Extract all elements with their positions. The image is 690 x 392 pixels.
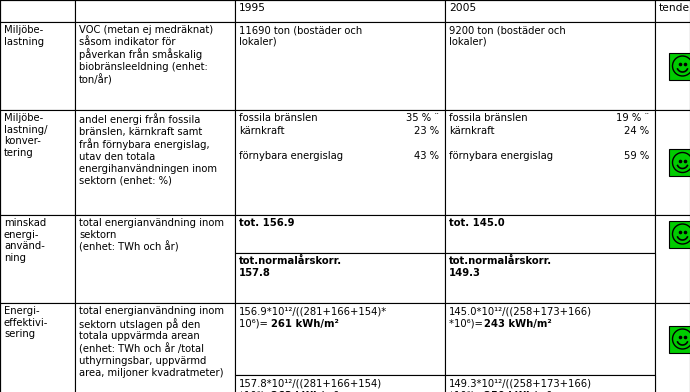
Bar: [445, 22, 655, 110]
Bar: [655, 0, 690, 22]
Bar: [0, 22, 75, 110]
Circle shape: [673, 224, 690, 244]
Text: 149.3: 149.3: [449, 268, 481, 278]
Text: 145.0*10¹²/((258+173+166): 145.0*10¹²/((258+173+166): [449, 306, 592, 316]
Text: 1995: 1995: [239, 3, 266, 13]
Text: 23 %: 23 %: [414, 125, 439, 136]
Text: 2005: 2005: [449, 3, 476, 13]
Text: 250 kWh/m²: 250 kWh/m²: [484, 391, 551, 392]
Bar: [0, 215, 75, 303]
Text: tot. 145.0: tot. 145.0: [449, 218, 504, 228]
Text: kärnkraft: kärnkraft: [239, 125, 284, 136]
Text: tot.normalårskorr.: tot.normalårskorr.: [239, 256, 342, 266]
Text: 149.3*10¹²/((258+173+166): 149.3*10¹²/((258+173+166): [449, 378, 592, 388]
Bar: [445, 303, 655, 375]
Text: total energianvändning inom
sektorn
(enhet: TWh och år): total energianvändning inom sektorn (enh…: [79, 218, 224, 253]
Bar: [0, 303, 75, 392]
Text: tot.normalårskorr.: tot.normalårskorr.: [449, 256, 552, 266]
Text: 24 %: 24 %: [624, 125, 649, 136]
Text: total energianvändning inom
sektorn utslagen på den
totala uppvärmda arean
(enhe: total energianvändning inom sektorn utsl…: [79, 306, 224, 378]
Text: Miljöbe-
lastning/
konver-
tering: Miljöbe- lastning/ konver- tering: [4, 113, 48, 158]
Text: 10⁶)=: 10⁶)=: [239, 319, 271, 329]
Text: 156.9*10¹²/((281+166+154)*: 156.9*10¹²/((281+166+154)*: [239, 306, 387, 316]
Circle shape: [673, 152, 690, 172]
Bar: [75, 303, 235, 392]
Text: VOC (metan ej medräknat)
såsom indikator för
påverkan från småskalig
biobränslee: VOC (metan ej medräknat) såsom indikator…: [79, 25, 213, 85]
Bar: [235, 0, 445, 22]
Text: 35 % ¨: 35 % ¨: [406, 113, 439, 123]
Bar: [75, 110, 235, 215]
Bar: [75, 215, 235, 303]
Text: fossila bränslen: fossila bränslen: [239, 113, 317, 123]
Text: 19 % ¨: 19 % ¨: [615, 113, 649, 123]
Text: kärnkraft: kärnkraft: [449, 125, 495, 136]
Text: 243 kWh/m²: 243 kWh/m²: [484, 319, 552, 329]
Text: 263 kWh/m²: 263 kWh/m²: [271, 391, 339, 392]
Bar: [235, 253, 445, 303]
Text: 11690 ton (bostäder och
lokaler): 11690 ton (bostäder och lokaler): [239, 25, 362, 47]
Text: Miljöbe-
lastning: Miljöbe- lastning: [4, 25, 44, 47]
Bar: [445, 0, 655, 22]
Text: minskad
energi-
använd-
ning: minskad energi- använd- ning: [4, 218, 46, 263]
Bar: [669, 325, 690, 352]
Bar: [655, 22, 690, 110]
Bar: [235, 22, 445, 110]
Text: 157.8*10¹²/((281+166+154): 157.8*10¹²/((281+166+154): [239, 378, 382, 388]
Text: tendens: tendens: [659, 3, 690, 13]
Text: *10⁶)=: *10⁶)=: [449, 319, 486, 329]
Text: 9200 ton (bostäder och
lokaler): 9200 ton (bostäder och lokaler): [449, 25, 566, 47]
Circle shape: [673, 56, 690, 76]
Bar: [445, 215, 655, 253]
Bar: [669, 221, 690, 247]
Bar: [0, 110, 75, 215]
Bar: [235, 110, 445, 215]
Bar: [75, 0, 235, 22]
Bar: [0, 0, 75, 22]
Text: 157.8: 157.8: [239, 268, 271, 278]
Bar: [235, 375, 445, 392]
Bar: [445, 375, 655, 392]
Bar: [235, 303, 445, 375]
Text: *10⁶)=: *10⁶)=: [449, 391, 486, 392]
Bar: [75, 22, 235, 110]
Text: förnybara energislag: förnybara energislag: [449, 151, 553, 160]
Text: Energi-
effektivi-
sering: Energi- effektivi- sering: [4, 306, 48, 339]
Text: 261 kWh/m²: 261 kWh/m²: [271, 319, 339, 329]
Text: förnybara energislag: förnybara energislag: [239, 151, 343, 160]
Bar: [669, 149, 690, 176]
Bar: [445, 110, 655, 215]
Text: fossila bränslen: fossila bränslen: [449, 113, 528, 123]
Text: andel energi från fossila
bränslen, kärnkraft samt
från förnybara energislag,
ut: andel energi från fossila bränslen, kärn…: [79, 113, 217, 185]
Bar: [655, 303, 690, 392]
Text: tot. 156.9: tot. 156.9: [239, 218, 295, 228]
Circle shape: [673, 329, 690, 349]
Text: *10⁶)=: *10⁶)=: [239, 391, 276, 392]
Bar: [445, 253, 655, 303]
Text: 59 %: 59 %: [624, 151, 649, 160]
Bar: [655, 110, 690, 215]
Bar: [669, 53, 690, 80]
Bar: [235, 215, 445, 253]
Bar: [655, 215, 690, 303]
Text: 43 %: 43 %: [414, 151, 439, 160]
